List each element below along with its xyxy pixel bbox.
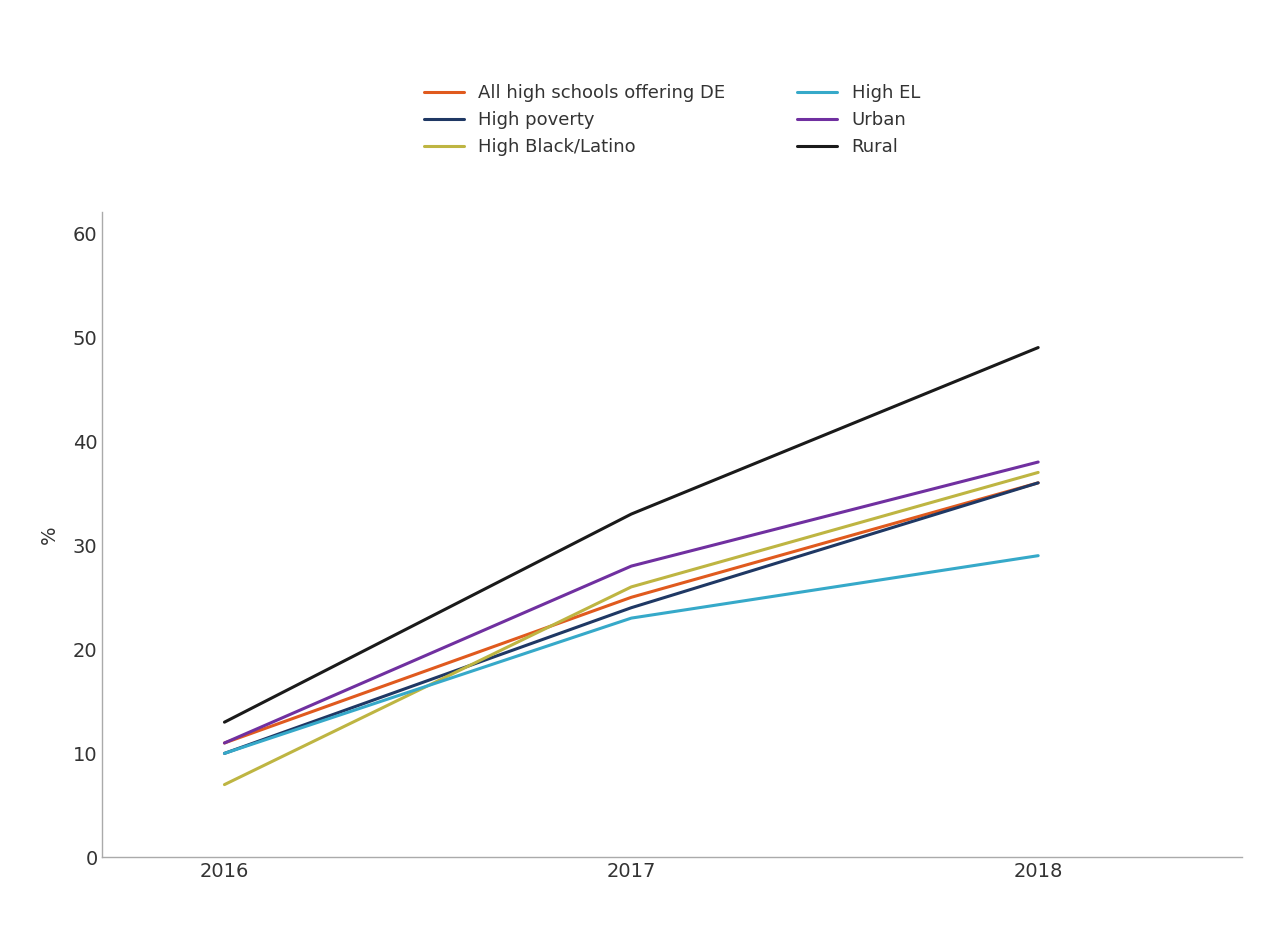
- Line: Rural: Rural: [224, 348, 1038, 722]
- Line: All high schools offering DE: All high schools offering DE: [224, 483, 1038, 743]
- High EL: [623, 612, 639, 624]
- High poverty: [1030, 477, 1046, 488]
- Line: High EL: High EL: [224, 555, 1038, 753]
- All high schools offering DE: [623, 592, 639, 603]
- High Black/Latino: [216, 779, 232, 790]
- All high schools offering DE: [1030, 477, 1046, 488]
- Line: Urban: Urban: [224, 462, 1038, 743]
- All high schools offering DE: [216, 737, 232, 748]
- Y-axis label: %: %: [40, 526, 59, 544]
- Line: High poverty: High poverty: [224, 483, 1038, 753]
- High Black/Latino: [623, 582, 639, 593]
- High poverty: [623, 602, 639, 613]
- High Black/Latino: [1030, 467, 1046, 478]
- Rural: [623, 509, 639, 520]
- Rural: [1030, 342, 1046, 353]
- Legend: All high schools offering DE, High poverty, High Black/Latino, High EL, Urban, R: All high schools offering DE, High pover…: [417, 76, 927, 163]
- Urban: [1030, 457, 1046, 468]
- Rural: [216, 717, 232, 728]
- Line: High Black/Latino: High Black/Latino: [224, 473, 1038, 785]
- High EL: [216, 747, 232, 759]
- High poverty: [216, 747, 232, 759]
- Urban: [216, 737, 232, 748]
- High EL: [1030, 550, 1046, 561]
- Urban: [623, 560, 639, 571]
